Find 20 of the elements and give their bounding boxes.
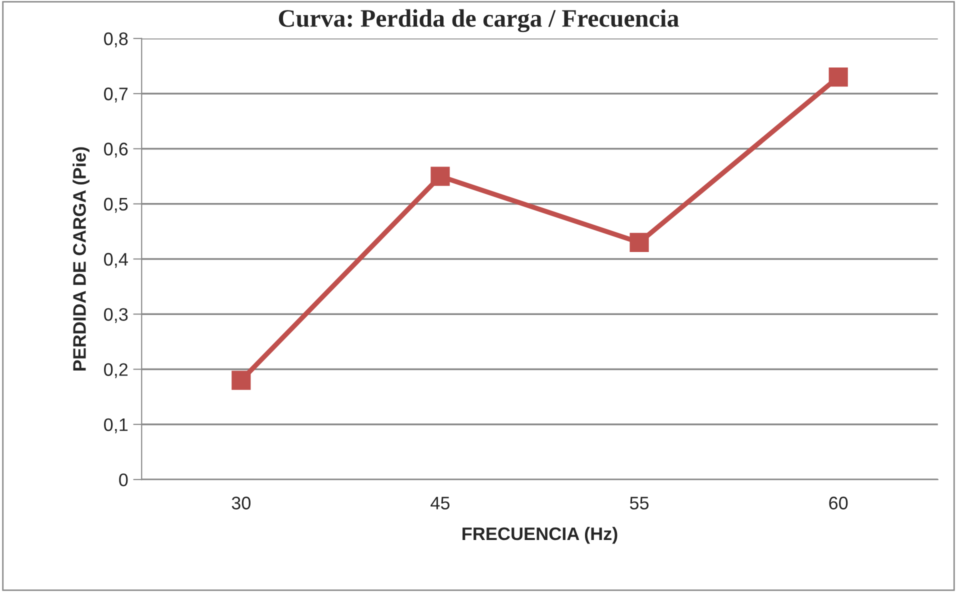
x-tick-label: 60 [829,496,848,510]
y-tick-label: 0,6 [104,142,128,158]
point [828,68,848,87]
y-tick-label: 0,4 [104,252,128,268]
y-tick-label: 0 [119,473,128,486]
y-tick-label: 0,7 [104,88,128,102]
x-tick-label: 30 [232,496,250,510]
y-tick-label: 0,3 [104,308,128,323]
x-tick-label: 55 [630,496,649,510]
x-tick-label: 45 [430,496,450,510]
y-tick-label: 0,5 [104,198,128,213]
point [630,232,649,252]
x-axis-title: FRECUENCIA (Hz) [462,526,618,544]
y-tick-label: 0,2 [104,363,128,378]
y-axis-title: PERDIDA DE CARGA (Pie) [72,147,90,370]
point [430,166,450,186]
point [232,370,251,390]
y-tick-label: 0,1 [104,418,128,434]
chart-title: Curva: Perdida de carga / Frecuencia [278,9,679,32]
y-tick-label: 0,8 [104,32,128,48]
